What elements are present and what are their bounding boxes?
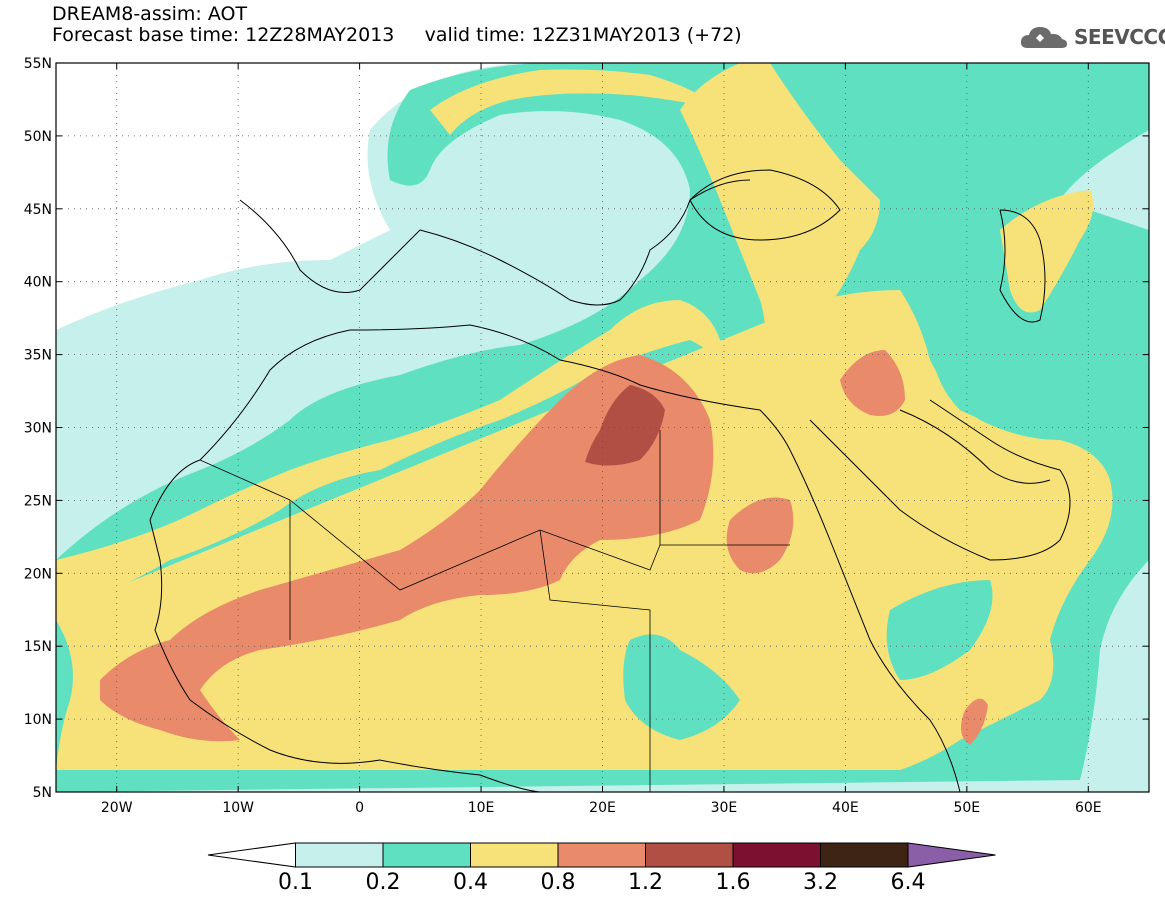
seevccc-logo: SEEVCCC [1018, 22, 1165, 52]
aot-contour-0-2-pocket-redsea [886, 580, 993, 680]
lon-label: 50E [953, 800, 980, 816]
lat-label: 30N [24, 421, 52, 437]
aot-contour-1-2 [585, 385, 665, 466]
aot-contour-0-8 [100, 355, 714, 742]
coastline-west-africa [149, 519, 541, 792]
title-line-2: Forecast base time: 12Z28MAY2013 valid t… [52, 24, 742, 46]
lon-label: 10E [468, 800, 495, 816]
map-title: DREAM8-assim: AOT Forecast base time: 12Z… [52, 4, 742, 46]
lat-label: 25N [24, 493, 52, 509]
lon-label: 20E [589, 800, 616, 816]
colorbar-over-triangle [907, 842, 996, 868]
lat-label: 15N [24, 639, 52, 655]
colorbar: 0.1 0.2 0.4 0.8 1.2 1.6 3.2 6.4 [207, 842, 996, 895]
axis-ticks: 55N 50N 45N 40N 35N 30N 25N 20N 15N 10N 5N 20W 10W 0 1… [24, 56, 1149, 816]
coastline-caspian [999, 209, 1046, 323]
coastline-red-sea [789, 449, 961, 792]
coastline-black-sea [689, 169, 841, 241]
lat-label: 20N [24, 566, 52, 582]
colorbar-label: 0.8 [541, 870, 576, 895]
colorbar-under-triangle [207, 842, 296, 868]
aot-contour-0-4 [56, 63, 880, 612]
lon-label: 40E [832, 800, 859, 816]
aot-contour-0-4-caspian [1000, 190, 1094, 313]
lat-label: 45N [24, 202, 52, 218]
cloud-icon [1020, 27, 1067, 48]
lat-label: 5N [33, 785, 52, 801]
lat-label: 10N [24, 712, 52, 728]
coastline-arabia [809, 399, 1071, 561]
lon-label: 10W [222, 800, 254, 816]
colorbar-swatch [295, 842, 384, 868]
lat-label: 50N [24, 129, 52, 145]
lon-label: 30E [711, 800, 738, 816]
colorbar-swatch [820, 842, 909, 868]
lat-label: 55N [24, 56, 52, 72]
aot-contour-0-8-iraq [840, 350, 905, 416]
lat-label: 35N [24, 348, 52, 364]
colorbar-swatch [470, 842, 559, 868]
gridlines [56, 63, 1149, 792]
lon-label: 20W [101, 800, 133, 816]
aot-contour-0-8-somalia [961, 698, 988, 745]
coastline-north-africa [149, 324, 791, 521]
colorbar-label: 0.1 [278, 870, 313, 895]
colorbar-swatch [382, 842, 471, 868]
colorbar-label: 6.4 [891, 870, 926, 895]
colorbar-swatch [645, 842, 734, 868]
lon-label: 60E [1075, 800, 1102, 816]
coastline-europe [239, 179, 751, 306]
colorbar-label: 0.4 [453, 870, 488, 895]
coastline-persian-gulf [899, 409, 1051, 484]
colorbar-label: 1.6 [716, 870, 751, 895]
logo-text: SEEVCCC [1074, 25, 1165, 49]
colorbar-label: 1.2 [628, 870, 663, 895]
colorbar-label: 0.2 [366, 870, 401, 895]
aot-contour-0-2-pocket-chad [623, 634, 740, 740]
title-line-1: DREAM8-assim: AOT [52, 3, 248, 25]
colorbar-label: 3.2 [803, 870, 838, 895]
lon-label: 0 [355, 800, 364, 816]
lat-label: 40N [24, 275, 52, 291]
colorbar-swatch [557, 842, 646, 868]
aot-contour-0-4-north [430, 69, 720, 135]
aot-contour-0-2-pocket-iran [930, 316, 1120, 440]
aot-contour-0-8-sudan [726, 497, 794, 574]
colorbar-swatch [732, 842, 821, 868]
